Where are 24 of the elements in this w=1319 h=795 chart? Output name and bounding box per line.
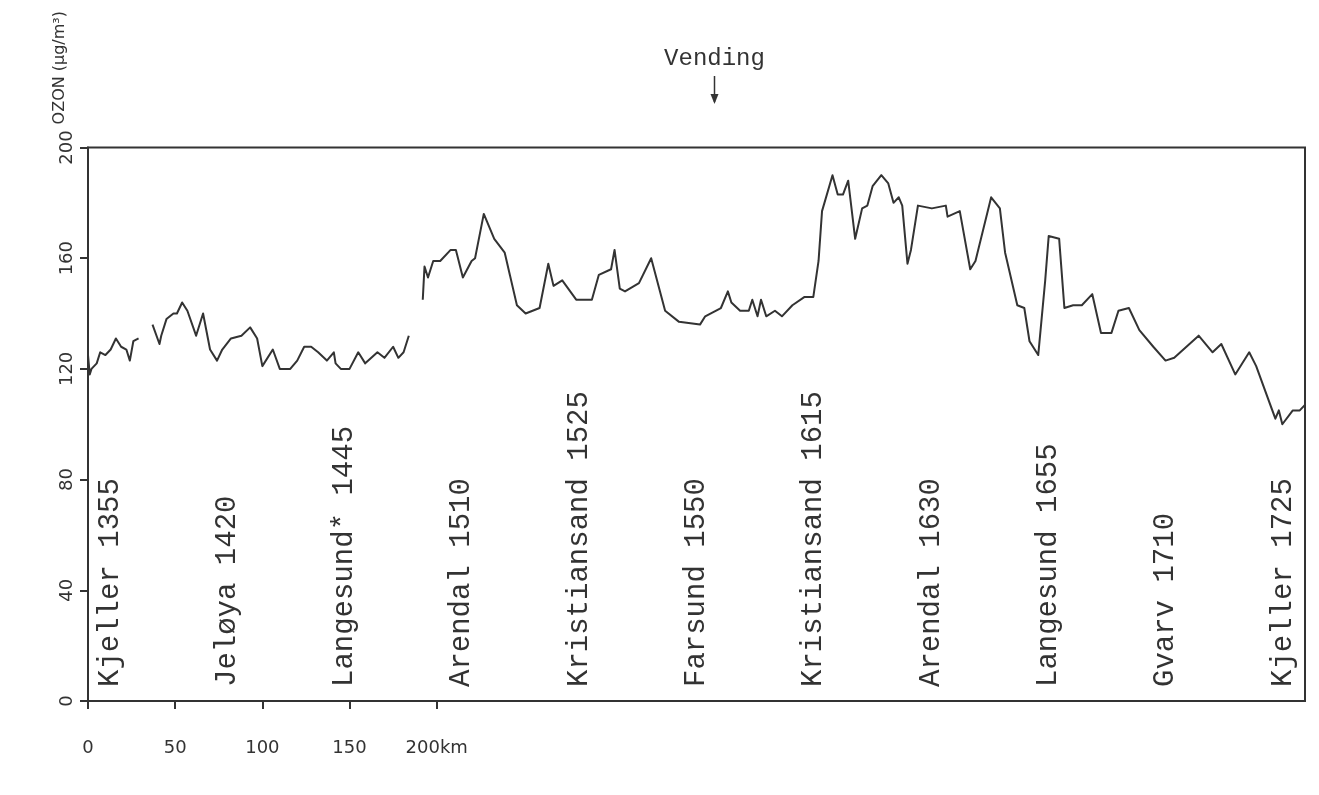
- x-tick-label: 100: [245, 735, 280, 757]
- y-tick-label: 160: [54, 241, 76, 276]
- y-tick-label: 120: [54, 351, 76, 387]
- x-tick-label: 200km: [405, 735, 468, 757]
- annotation: Langesund* 1445: [328, 425, 362, 687]
- annotation: Kjeller 1725: [1266, 478, 1300, 687]
- y-tick-label: 40: [54, 578, 76, 602]
- annotation: Kjeller 1355: [93, 478, 127, 687]
- text: Vending: [664, 44, 765, 72]
- y-tick-label: 0: [54, 695, 76, 707]
- annotation: Kristiansand 1615: [797, 391, 831, 687]
- y-axis-title: OZON (µg/m³): [48, 10, 68, 125]
- annotation: Jeløya 1420: [210, 495, 244, 687]
- y-tick-label: 200: [54, 130, 76, 165]
- annotation: Arendal 1630: [914, 478, 948, 687]
- x-tick-label: 150: [332, 735, 367, 757]
- annotation: Arendal 1510: [445, 478, 479, 687]
- annotation: Kristiansand 1525: [562, 391, 596, 687]
- x-tick-label: 50: [163, 735, 187, 757]
- y-tick-label: 80: [54, 468, 76, 492]
- x-tick-label: 0: [82, 735, 94, 757]
- annotation: Langesund 1655: [1031, 443, 1065, 687]
- annotation: Farsund 1550: [680, 478, 713, 687]
- annotation: Gvarv 1710: [1149, 512, 1183, 687]
